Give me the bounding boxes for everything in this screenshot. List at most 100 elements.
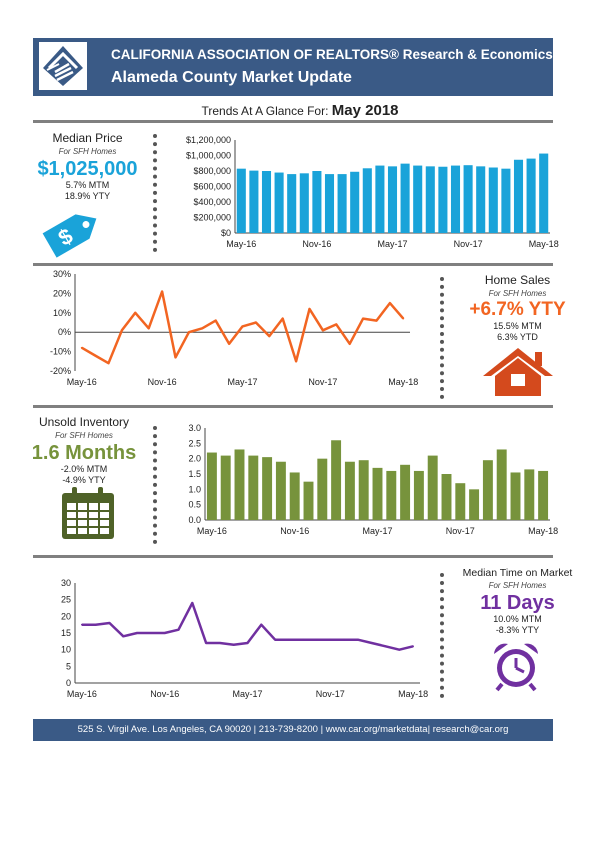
median-price-bar [337,174,347,233]
home-sales-chart: -20% -10% 0% 10% 20% 30% May-16 Nov-16 May-17 Nov… [50,269,418,387]
unsold-inventory-y-tick-label: 0.5 [188,500,201,510]
separator-2 [440,277,444,399]
median-price-bar [387,166,398,233]
home-sales-yty-y-tick-label: 10% [53,308,71,318]
median-time-on-market-y-tick-label: 30 [61,578,71,588]
home-sales-yty-data-point [134,311,137,314]
home-sales-yty-data-point [362,317,364,320]
home-sales-yty-x-tick-label: May-17 [227,377,257,387]
home-sales-yty-data-point [322,329,324,332]
unsold-inventory-bar [538,470,549,520]
unsold-inventory-bar [510,472,521,520]
median-time-chart: 0 5 10 15 20 25 30 May-16 Nov-16 May-17 Nov-17 May-… [61,578,428,699]
median-time-on-market-data-point [232,643,235,646]
median-time-on-market-x-tick-label: Nov-17 [316,689,345,699]
home-sales-yty-y-tick-label: 20% [53,288,71,298]
median-price-title: Median Price [52,131,123,145]
home-sales-yty-data-point [402,317,405,320]
unsold-inventory-bar [262,457,273,520]
median-time-on-market-data-point [163,632,166,634]
home-sales-yty-y-tick-label: 0% [58,327,71,337]
unsold-inventory-x-tick-label: May-17 [362,526,392,536]
median-time-on-market-data-point [370,642,373,644]
divider-3 [33,405,553,408]
median-time-on-market-data-point [384,645,387,648]
unsold-inventory-bar [482,460,493,520]
median-time-on-market-x-tick-label: May-18 [398,689,428,699]
median-time-on-market-data-point [274,638,276,641]
home-sales-subtitle: For SFH Homes [488,289,547,298]
median-price-bar [476,166,486,233]
unsold-inventory-yty: -4.9% YTY [62,475,106,486]
alarm-clock-icon [486,640,546,697]
median-time-on-market-data-point [315,638,318,641]
median-price-y-tick-label: $400,000 [193,197,231,207]
median-time-on-market-y-tick-label: 20 [61,611,71,621]
separator-3 [153,426,157,544]
median-price-bar [249,170,259,233]
median-price-bar [463,165,473,233]
median-price-bar [526,158,536,233]
home-sales-yty-data-point [389,302,391,304]
median-price-x-tick-label: May-17 [377,239,407,249]
trends-period: May 2018 [331,102,399,119]
unsold-inventory-x-tick-label: May-18 [528,526,558,536]
home-sales-yty-data-point [94,354,96,357]
unsold-inventory-mtm: -2.0% MTM [60,464,108,474]
median-price-bar [513,159,524,233]
unsold-inventory-x-tick-label: Nov-16 [280,526,309,536]
median-time-on-market-data-point [398,648,401,651]
home-sales-yty-data-point [228,342,231,345]
unsold-inventory-bar [344,461,355,520]
divider-4 [33,555,553,558]
home-sales-yty-data-point [255,321,257,324]
unsold-inventory-title: Unsold Inventory [38,415,130,429]
unsold-inventory-bar [372,467,383,520]
home-sales-yty-data-point [375,319,378,322]
median-time-on-market-data-point [246,642,249,644]
unsold-inventory-y-tick-label: 2.5 [188,438,201,448]
home-sales-yty-data-point [335,323,338,326]
median-time-mtm: 10.0% MTM [493,614,542,624]
home-sales-yty-data-point [121,329,123,332]
home-sales-yty-series-line [81,290,405,365]
median-price-y-tick-label: $800,000 [193,166,231,176]
home-sales-yty-data-point [174,356,177,359]
unsold-inventory-y-tick-label: 2.0 [188,454,201,464]
home-sales-yty-y-tick-label: -10% [50,347,71,357]
unsold-inventory-chart: 0.0 0.5 1.0 1.5 2.0 2.5 3.0 May-16 Nov-16 May-17 N… [188,423,558,536]
median-time-value: 11 Days [480,592,555,614]
median-time-on-market-data-point [288,638,290,641]
median-price-bar [450,165,461,233]
home-sales-yty-x-tick-label: Nov-17 [308,377,337,387]
unsold-inventory-bar [275,461,286,520]
home-sales-yty-y-tick-label: -20% [50,366,71,376]
median-time-on-market-data-point [177,628,180,631]
median-price-bar [261,171,272,233]
home-sales-ytd: 6.3% YTD [497,332,538,343]
median-price-subtitle: For SFH Homes [58,147,117,156]
median-price-bar [299,173,309,233]
home-sales-yty-x-tick-label: May-18 [388,377,418,387]
unsold-inventory-bar [358,460,369,520]
median-time-on-market-data-point [357,638,359,641]
median-time-title: Median Time on Market [462,567,573,579]
calendar-icon [60,487,116,546]
median-time-on-market-y-tick-label: 25 [61,595,71,605]
home-sales-title: Home Sales [484,273,551,287]
median-time-on-market-data-point [343,638,345,641]
median-time-on-market-data-point [301,638,304,641]
median-price-bar [375,165,385,233]
divider-1 [33,120,553,123]
median-price-y-tick-label: $200,000 [193,213,231,223]
unsold-inventory-bar [234,449,245,520]
home-sales-yty-data-point [281,317,284,320]
median-time-on-market-x-tick-label: May-17 [232,689,262,699]
median-price-bar [438,166,448,233]
median-time-on-market-data-point [205,642,208,644]
median-time-on-market-data-point [219,642,221,644]
home-sales-yty-data-point [80,346,83,349]
median-time-on-market-data-point [122,635,125,638]
unsold-inventory-bar [427,455,438,520]
median-price-bar [312,171,322,233]
